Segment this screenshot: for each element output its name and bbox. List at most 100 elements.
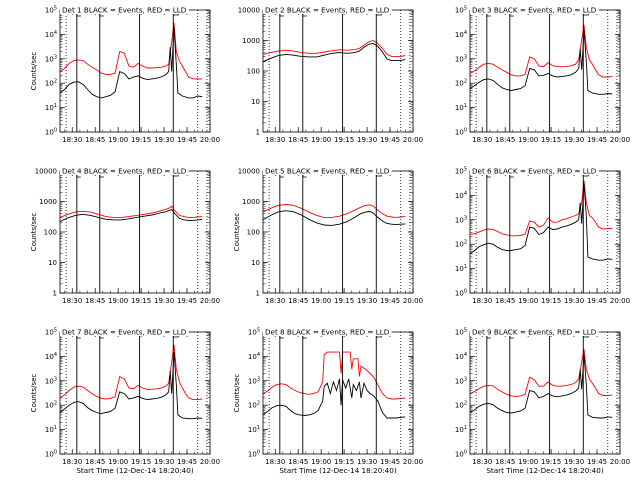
- panel-title: Det 4 BLACK = Events, RED = LLD: [62, 167, 187, 176]
- y-tick-label: 104: [455, 30, 467, 39]
- x-tick-label: 19:45: [177, 136, 197, 144]
- lld-series-line: [60, 205, 203, 218]
- y-tick-label: 10: [251, 259, 260, 267]
- x-tick-label: 20:00: [610, 136, 630, 144]
- x-tick-label: 19:30: [564, 297, 584, 305]
- y-tick-label: 102: [455, 401, 467, 410]
- panel-title: Det 6 BLACK = Events, RED = LLD: [472, 167, 597, 176]
- y-tick-label: 1000: [242, 37, 260, 45]
- x-tick-label: 18:45: [495, 297, 515, 305]
- y-tick-label: 103: [455, 54, 467, 63]
- y-tick-label: 103: [455, 376, 467, 385]
- y-tick-label: 10: [251, 98, 260, 106]
- lld-series-line: [263, 40, 406, 57]
- x-tick-label: 18:30: [472, 136, 492, 144]
- plot-frame: [469, 331, 621, 455]
- x-tick-label: 19:30: [564, 458, 584, 466]
- y-tick-label: 1000: [242, 198, 260, 206]
- y-tick-label: 105: [45, 328, 57, 337]
- x-tick-label: 19:30: [564, 136, 584, 144]
- plot-frame: [59, 9, 211, 133]
- x-tick-label: 19:45: [380, 136, 400, 144]
- y-tick-label: 100: [455, 450, 467, 459]
- x-tick-label: 19:30: [154, 458, 174, 466]
- y-tick-label: 100: [455, 128, 467, 137]
- x-tick-label: 18:30: [472, 458, 492, 466]
- x-tick-label: 19:45: [587, 136, 607, 144]
- y-tick-label: 104: [45, 30, 57, 39]
- panel-title: Det 5 BLACK = Events, RED = LLD: [265, 167, 390, 176]
- x-tick-label: 19:30: [357, 458, 377, 466]
- x-tick-label: 19:45: [380, 458, 400, 466]
- plot-frame: [262, 170, 414, 294]
- events-series-line: [263, 43, 406, 63]
- lld-series-line: [470, 349, 613, 397]
- x-tick-label: 20:00: [610, 297, 630, 305]
- y-tick-label: 10: [48, 259, 57, 267]
- y-tick-label: 104: [455, 191, 467, 200]
- y-tick-label: 100: [247, 229, 260, 237]
- y-axis-label: Counts/sec: [233, 213, 241, 252]
- x-tick-label: 19:45: [380, 297, 400, 305]
- panel-title: Det 3 BLACK = Events, RED = LLD: [472, 6, 597, 15]
- lld-series-line: [470, 24, 613, 78]
- x-tick-label: 19:00: [108, 458, 128, 466]
- x-tick-label: 19:15: [131, 297, 151, 305]
- y-tick-label: 104: [45, 352, 57, 361]
- detector-panel: 1 10 100 1000 10000 18:30 18:45 19:00 19:15 19:30…: [30, 166, 220, 305]
- x-tick-label: 20:00: [403, 458, 423, 466]
- x-tick-label: 18:30: [472, 297, 492, 305]
- detector-panel: 1 10 100 1000 10000 18:30 18:45 19:00 19:15 19:30…: [233, 166, 423, 305]
- y-tick-label: 102: [455, 79, 467, 88]
- x-tick-label: 19:30: [357, 297, 377, 305]
- plot-frame: [469, 170, 621, 294]
- y-tick-label: 100: [248, 450, 260, 459]
- y-tick-label: 1000: [39, 198, 57, 206]
- y-tick-label: 101: [248, 425, 260, 434]
- y-tick-label: 102: [45, 401, 57, 410]
- plot-frame: [262, 331, 414, 455]
- x-tick-label: 19:15: [131, 458, 151, 466]
- x-tick-label: 19:15: [541, 136, 561, 144]
- lld-series-line: [470, 180, 613, 237]
- x-tick-label: 18:45: [85, 297, 105, 305]
- y-tick-label: 105: [45, 6, 57, 15]
- events-series-line: [60, 352, 203, 420]
- panel-title: Det 7 BLACK = Events, RED = LLD: [62, 328, 187, 337]
- y-axis-label: Counts/sec: [30, 374, 38, 413]
- events-series-line: [60, 208, 203, 223]
- y-tick-label: 105: [455, 328, 467, 337]
- y-tick-label: 102: [455, 240, 467, 249]
- y-tick-label: 101: [455, 103, 467, 112]
- y-tick-label: 10000: [238, 7, 260, 15]
- x-tick-label: 20:00: [403, 297, 423, 305]
- events-series-line: [263, 210, 406, 226]
- y-axis-label: Counts/sec: [30, 52, 38, 91]
- x-tick-label: 19:00: [311, 297, 331, 305]
- x-tick-label: 18:45: [288, 297, 308, 305]
- x-tick-label: 18:45: [288, 458, 308, 466]
- y-tick-label: 1: [256, 129, 260, 137]
- x-tick-label: 20:00: [403, 136, 423, 144]
- x-axis-label: Start Time (12-Dec-14 18:20:40): [76, 466, 193, 475]
- x-tick-label: 19:15: [541, 458, 561, 466]
- events-series-line: [470, 183, 613, 261]
- panel-title: Det 8 BLACK = Events, RED = LLD: [265, 328, 390, 337]
- plot-frame: [262, 9, 414, 133]
- x-tick-label: 19:15: [334, 458, 354, 466]
- x-tick-label: 19:00: [518, 297, 538, 305]
- y-axis-label: Counts/sec: [233, 374, 241, 413]
- x-tick-label: 19:30: [154, 136, 174, 144]
- lld-series-line: [60, 344, 203, 401]
- x-tick-label: 20:00: [200, 458, 220, 466]
- y-tick-label: 100: [44, 229, 57, 237]
- y-tick-label: 105: [248, 328, 260, 337]
- x-tick-label: 19:15: [131, 136, 151, 144]
- x-tick-label: 18:45: [288, 136, 308, 144]
- x-tick-label: 20:00: [200, 136, 220, 144]
- x-tick-label: 19:15: [541, 297, 561, 305]
- y-tick-label: 100: [455, 289, 467, 298]
- detector-panel: 1 10 100 1000 10000 18:30 18:45 19:00 19:15 19:30…: [238, 5, 423, 144]
- y-axis-label: Counts/sec: [30, 213, 38, 252]
